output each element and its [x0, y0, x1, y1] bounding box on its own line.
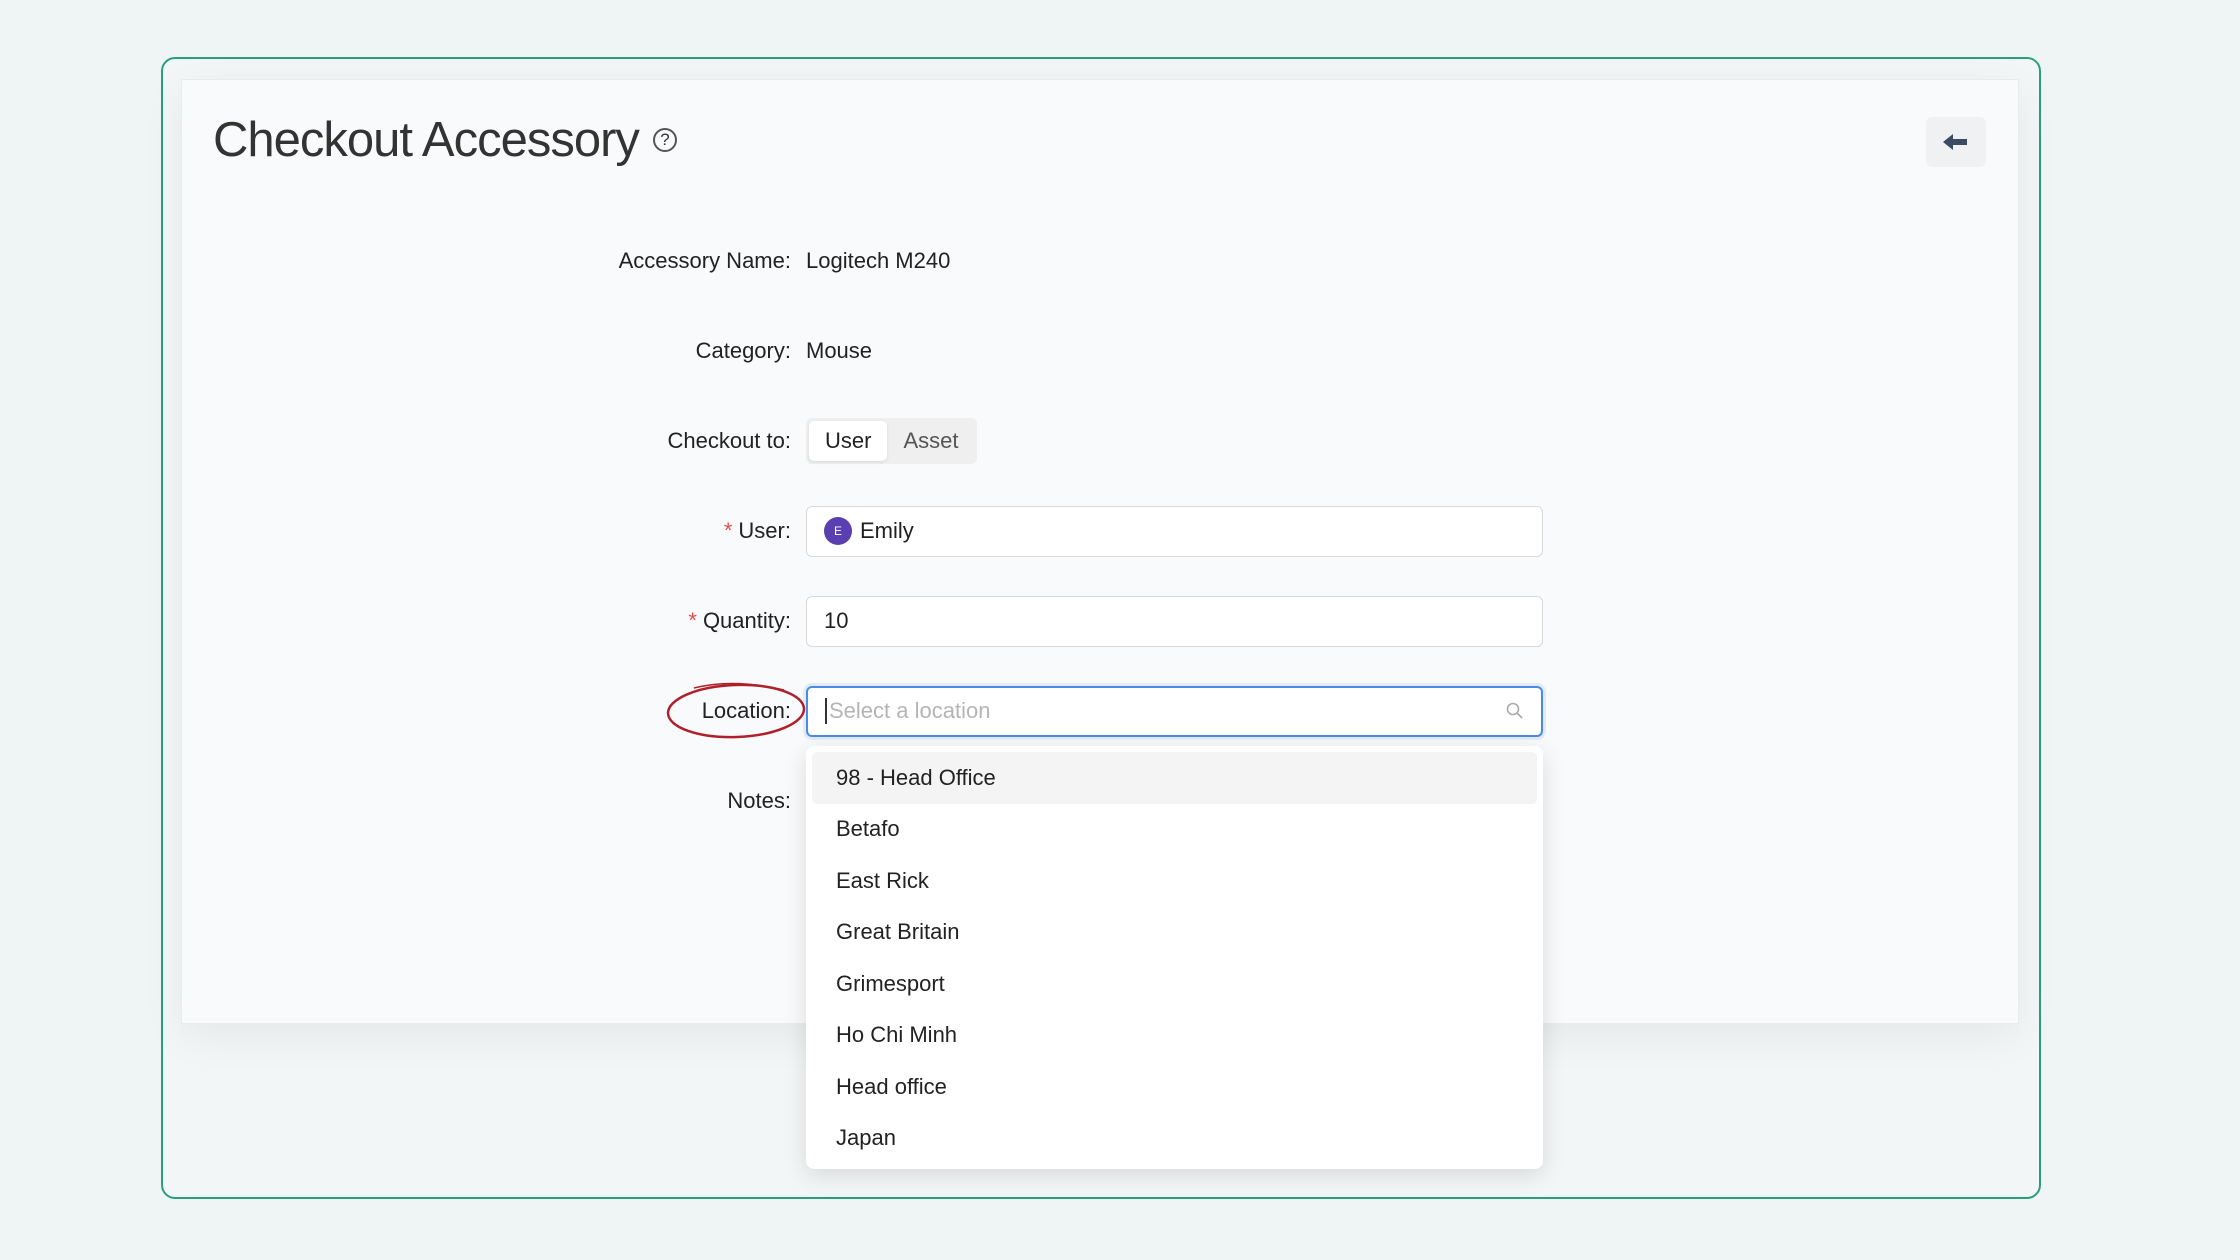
- category-label: Category:: [695, 338, 791, 363]
- checkout-to-asset[interactable]: Asset: [903, 428, 959, 453]
- avatar: E: [824, 517, 852, 545]
- checkout-to-toggle: User Asset: [806, 418, 978, 464]
- quantity-value: 10: [824, 608, 849, 633]
- location-row: Location: Select a location: [0, 685, 2240, 737]
- location-option[interactable]: Ho Chi Minh: [836, 1022, 958, 1048]
- location-option[interactable]: Great Britain: [836, 919, 960, 945]
- accessory-name-label: Accessory Name:: [618, 248, 791, 273]
- location-option[interactable]: Grimesport: [836, 970, 945, 996]
- annotation-circle: [666, 682, 806, 739]
- location-option[interactable]: Japan: [836, 1125, 896, 1151]
- accessory-name-value: Logitech M240: [806, 248, 951, 273]
- help-icon[interactable]: ?: [652, 128, 677, 152]
- location-dropdown: 98 - Head Office Betafo East Rick Great …: [806, 746, 1543, 1169]
- category-value: Mouse: [806, 338, 873, 363]
- checkout-to-row: Checkout to: User Asset: [0, 415, 2240, 467]
- location-option[interactable]: Betafo: [836, 816, 900, 842]
- back-button[interactable]: [1926, 117, 1986, 167]
- location-select[interactable]: Select a location: [806, 685, 1543, 737]
- accessory-name-row: Accessory Name: Logitech M240: [0, 235, 2240, 287]
- user-value: Emily: [860, 518, 914, 543]
- page-title-text: Checkout Accessory: [213, 113, 640, 167]
- location-label: Location:: [701, 698, 791, 723]
- location-option[interactable]: 98 - Head Office: [812, 752, 1537, 804]
- location-option[interactable]: Head office: [836, 1073, 947, 1099]
- notes-row: Notes:: [0, 775, 2240, 827]
- notes-label: Notes:: [727, 788, 791, 813]
- checkout-to-label: Checkout to:: [667, 428, 791, 453]
- location-option[interactable]: East Rick: [836, 867, 929, 893]
- user-select[interactable]: E Emily: [806, 505, 1543, 557]
- quantity-row: * Quantity: 10: [0, 595, 2240, 647]
- location-placeholder: Select a location: [825, 698, 1506, 724]
- quantity-input[interactable]: 10: [806, 595, 1543, 647]
- user-label: * User:: [723, 518, 791, 543]
- user-row: * User: E Emily: [0, 505, 2240, 557]
- arrow-left-icon: [1943, 134, 1967, 150]
- search-icon: [1506, 702, 1523, 719]
- category-row: Category: Mouse: [0, 325, 2240, 377]
- checkout-to-user[interactable]: User: [809, 421, 888, 461]
- page-title: Checkout Accessory ?: [213, 112, 677, 168]
- quantity-label: * Quantity:: [688, 608, 791, 633]
